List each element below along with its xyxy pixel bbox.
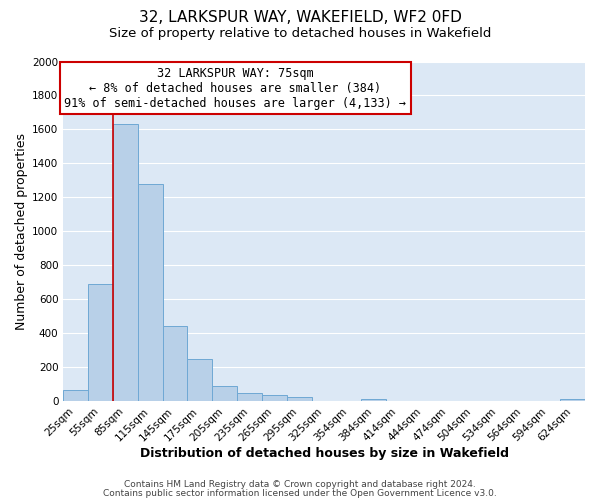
Bar — [361, 398, 386, 401]
Bar — [287, 397, 312, 401]
Bar — [163, 326, 187, 401]
Bar — [187, 358, 212, 401]
X-axis label: Distribution of detached houses by size in Wakefield: Distribution of detached houses by size … — [140, 447, 509, 460]
Bar — [237, 392, 262, 401]
Text: Size of property relative to detached houses in Wakefield: Size of property relative to detached ho… — [109, 28, 491, 40]
Bar — [113, 124, 138, 401]
Bar — [212, 386, 237, 401]
Text: Contains HM Land Registry data © Crown copyright and database right 2024.: Contains HM Land Registry data © Crown c… — [124, 480, 476, 489]
Bar — [138, 184, 163, 401]
Y-axis label: Number of detached properties: Number of detached properties — [15, 133, 28, 330]
Text: 32 LARKSPUR WAY: 75sqm
← 8% of detached houses are smaller (384)
91% of semi-det: 32 LARKSPUR WAY: 75sqm ← 8% of detached … — [64, 66, 406, 110]
Text: 32, LARKSPUR WAY, WAKEFIELD, WF2 0FD: 32, LARKSPUR WAY, WAKEFIELD, WF2 0FD — [139, 10, 461, 25]
Text: Contains public sector information licensed under the Open Government Licence v3: Contains public sector information licen… — [103, 488, 497, 498]
Bar — [88, 284, 113, 401]
Bar — [262, 395, 287, 401]
Bar — [560, 400, 585, 401]
Bar — [63, 390, 88, 401]
